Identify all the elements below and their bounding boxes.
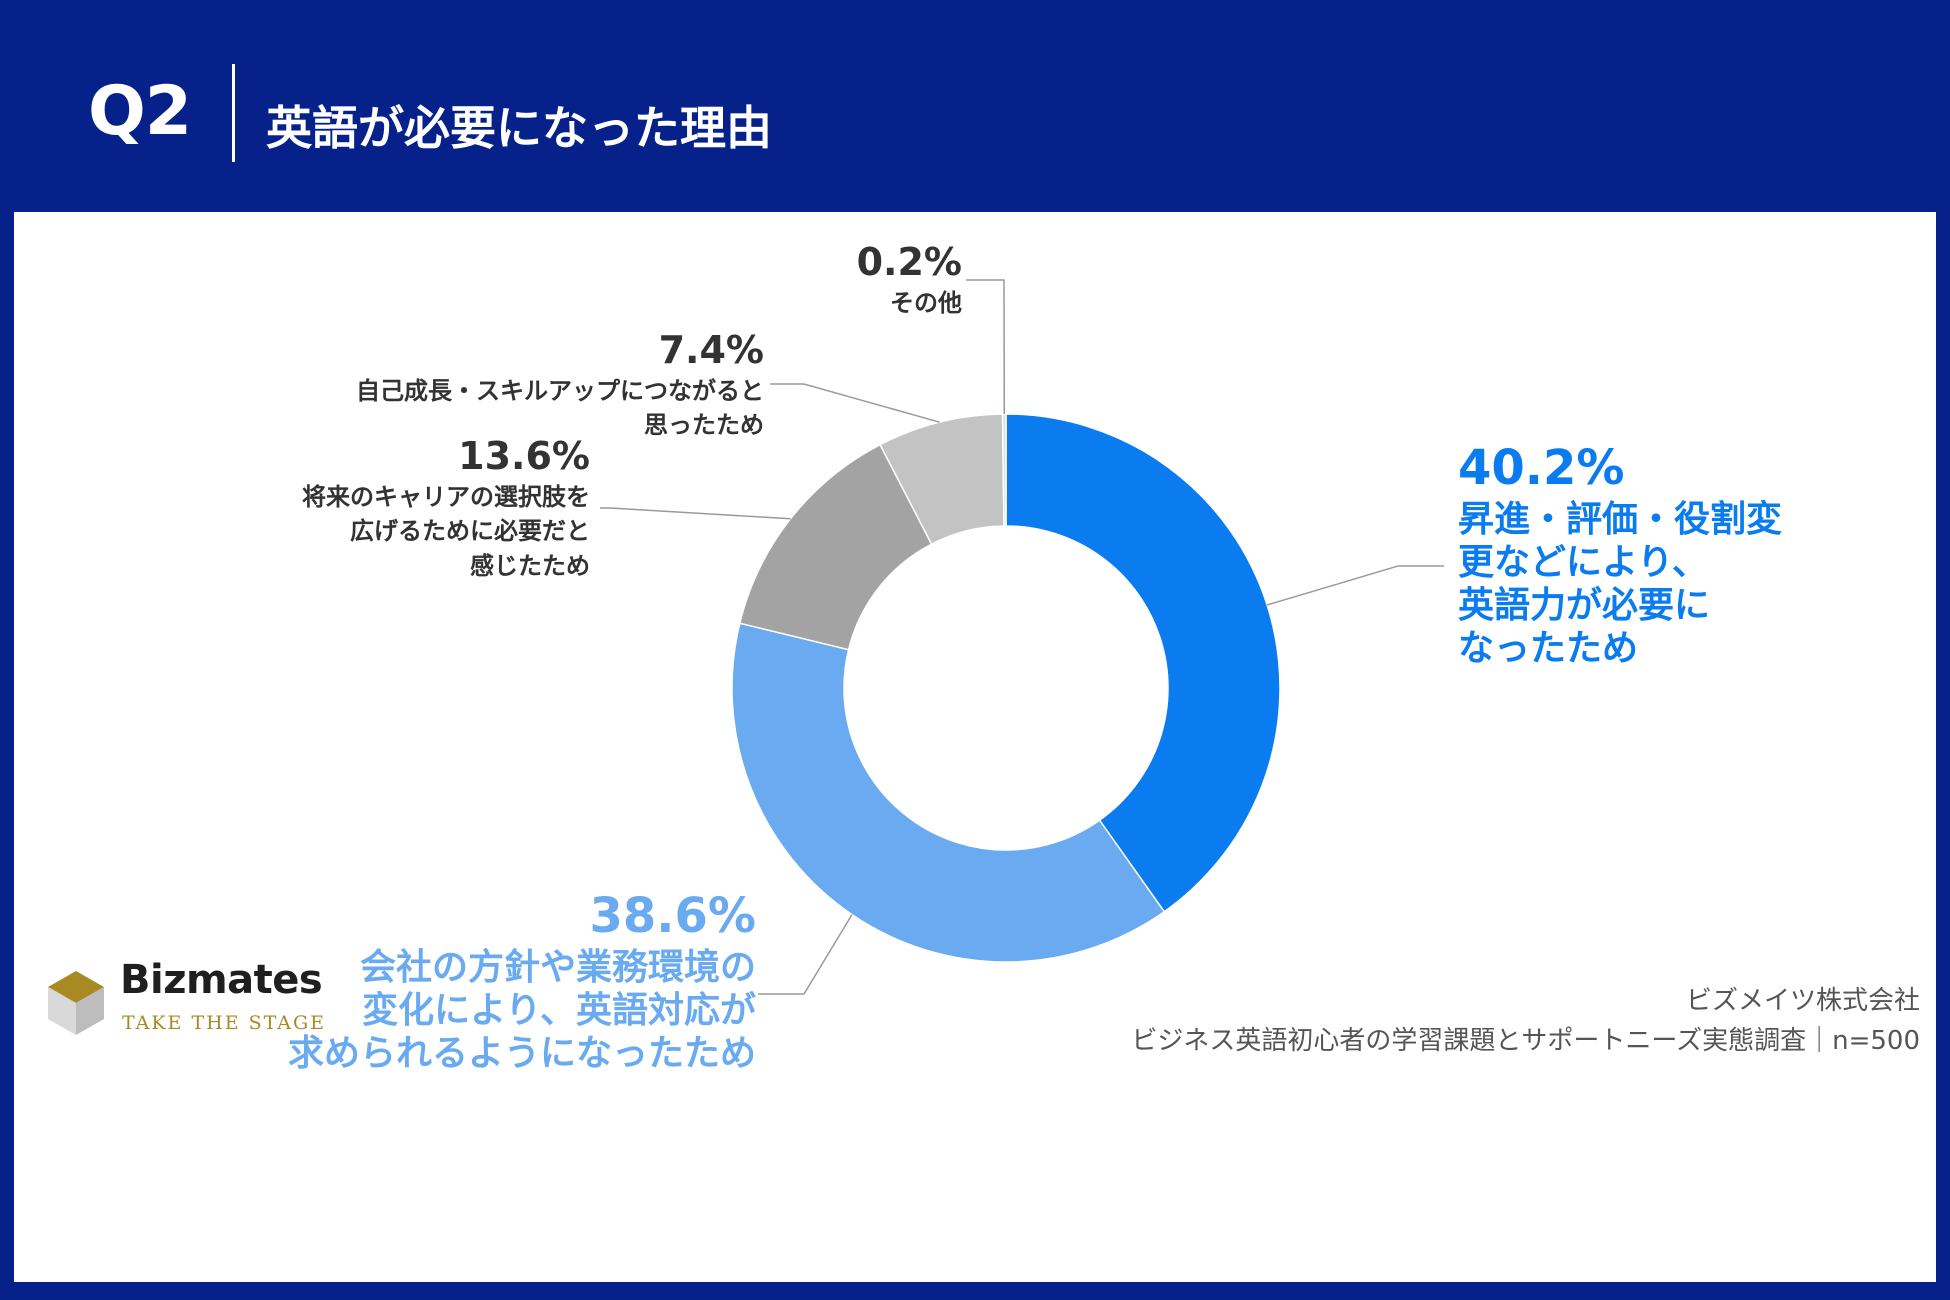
- desc-line: 感じたため: [470, 552, 590, 581]
- leader-line-1: [758, 914, 853, 995]
- label-slice-2: 13.6% 将来のキャリアの選択肢を 広げるために必要だと 感じたため: [302, 434, 590, 584]
- leader-line-3: [770, 383, 940, 423]
- survey-caption: ビジネス英語初心者の学習課題とサポートニーズ実態調査｜n=500: [1131, 1026, 1920, 1056]
- company-name: ビズメイツ株式会社: [1685, 986, 1920, 1016]
- label-slice-1: 38.6% 会社の方針や業務環境の 変化により、英語対応が 求められるようになっ…: [288, 888, 756, 1075]
- leader-line-0: [1266, 565, 1444, 606]
- donut-slice-4: [1001, 413, 1007, 527]
- brand-name: Bizmates: [120, 957, 323, 1003]
- header-bar: Q2 英語が必要になった理由: [0, 0, 1950, 210]
- leader-line-4: [966, 279, 1006, 415]
- desc-line: 求められるようになったため: [287, 1032, 756, 1074]
- desc-line: その他: [890, 288, 962, 317]
- pct-label-3: 7.4%: [658, 328, 764, 372]
- page-title: 英語が必要になった理由: [266, 101, 772, 155]
- header-divider: [232, 64, 235, 162]
- desc-line: 広げるために必要だと: [350, 517, 590, 546]
- desc-line: 英語力が必要に: [1458, 584, 1711, 626]
- bizmates-logo-icon: [48, 971, 104, 1035]
- desc-line: 変化により、英語対応が: [362, 989, 756, 1031]
- question-number: Q2: [88, 72, 192, 151]
- desc-line: 将来のキャリアの選択肢を: [302, 482, 590, 511]
- pct-label-2: 13.6%: [458, 434, 590, 478]
- label-slice-4: 0.2% その他: [857, 240, 962, 320]
- donut-slice-1: [731, 622, 1166, 963]
- chart-panel: 40.2% 昇進・評価・役割変 更などにより、 英語力が必要に なったため 38…: [14, 212, 1936, 1282]
- leader-line-2: [600, 507, 791, 520]
- label-slice-3: 7.4% 自己成長・スキルアップにつながると 思ったため: [356, 328, 764, 443]
- pct-label-0: 40.2%: [1458, 440, 1625, 496]
- desc-line: 自己成長・スキルアップにつながると: [356, 376, 764, 405]
- pct-label-4: 0.2%: [856, 240, 962, 284]
- donut-chart: [600, 279, 1444, 995]
- pct-label-1: 38.6%: [589, 888, 756, 944]
- desc-line: なったため: [1458, 628, 1639, 670]
- label-slice-0: 40.2% 昇進・評価・役割変 更などにより、 英語力が必要に なったため: [1458, 440, 1782, 670]
- desc-line: 更などにより、: [1458, 541, 1708, 583]
- desc-line: 思ったため: [644, 411, 764, 440]
- donut-slice-0: [1005, 413, 1281, 913]
- brand-tagline: TAKE THE STAGE: [122, 1012, 327, 1034]
- desc-line: 昇進・評価・役割変: [1458, 498, 1783, 540]
- desc-line: 会社の方針や業務環境の: [359, 946, 756, 988]
